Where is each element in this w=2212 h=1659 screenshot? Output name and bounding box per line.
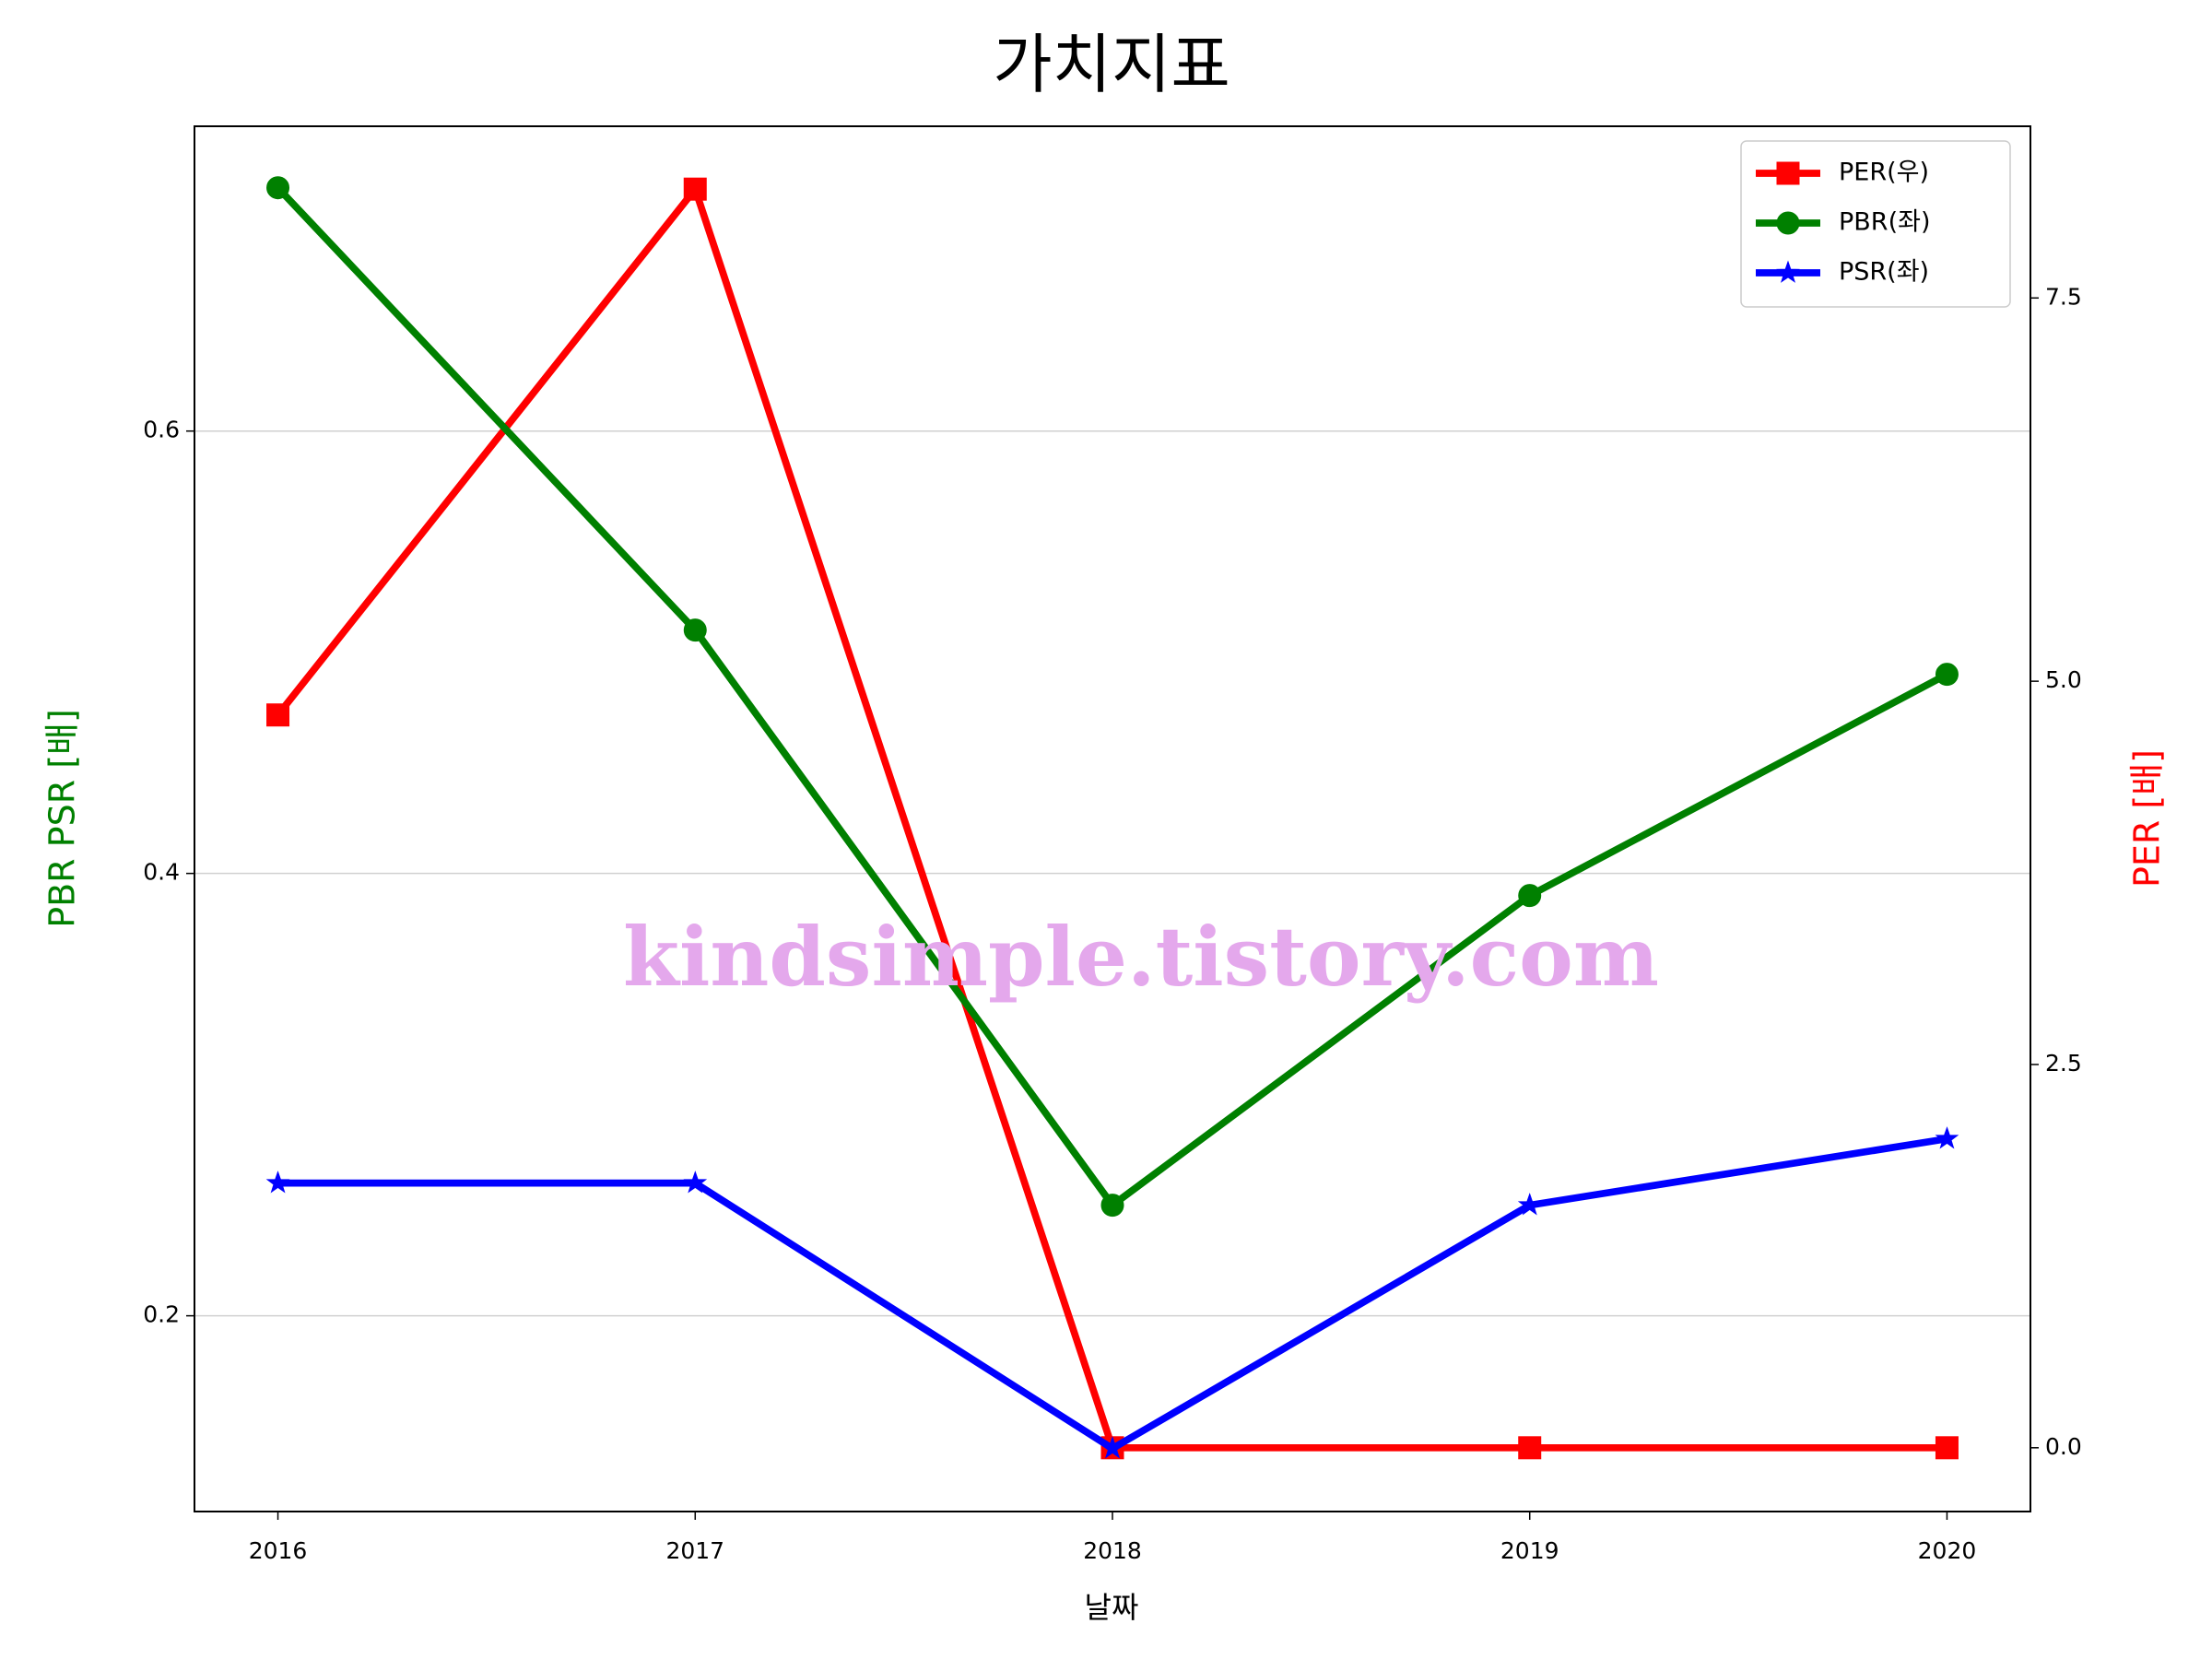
legend-label: PSR(좌) xyxy=(1839,258,1929,287)
watermark: kindsimple.tistory.com xyxy=(623,909,1659,1005)
x-tick-label: 2016 xyxy=(249,1537,308,1564)
marker xyxy=(1935,1436,1959,1460)
chart-title: 가치지표 xyxy=(993,27,1230,102)
series-line xyxy=(277,1135,1948,1453)
marker xyxy=(1776,260,1800,283)
x-tick-label: 2017 xyxy=(665,1537,724,1564)
legend-label: PER(우) xyxy=(1839,159,1929,187)
marker xyxy=(266,176,290,200)
marker xyxy=(1518,1436,1542,1460)
marker xyxy=(683,177,707,201)
marker xyxy=(1100,1436,1124,1459)
y-tick-label: 0.2 xyxy=(143,1301,180,1328)
y2-tick-label: 2.5 xyxy=(2045,1050,2082,1077)
y2-tick-label: 7.5 xyxy=(2045,283,2082,310)
y2-axis-label: PER [배] xyxy=(2127,749,2168,888)
marker xyxy=(1100,1194,1124,1218)
series-line xyxy=(275,185,1949,1209)
marker xyxy=(1517,1193,1542,1216)
legend-label: PBR(좌) xyxy=(1839,208,1930,237)
x-axis-label: 날짜 xyxy=(1085,1590,1139,1625)
marker xyxy=(265,1171,290,1194)
x-tick-label: 2018 xyxy=(1083,1537,1142,1564)
marker xyxy=(1935,1126,1959,1149)
marker xyxy=(1518,884,1542,908)
y2-tick-label: 0.0 xyxy=(2045,1433,2082,1460)
x-tick-label: 2020 xyxy=(1918,1537,1977,1564)
marker xyxy=(1776,211,1800,235)
axes-frame xyxy=(194,125,2031,1512)
marker xyxy=(1935,663,1959,687)
x-tick-label: 2019 xyxy=(1500,1537,1559,1564)
marker xyxy=(683,1171,708,1194)
y-axis-label: PBR PSR [배] xyxy=(42,709,83,928)
y2-tick-label: 5.0 xyxy=(2045,666,2082,693)
y-tick-label: 0.4 xyxy=(143,859,180,886)
marker xyxy=(266,703,290,727)
series-line xyxy=(275,185,1947,1452)
legend-box xyxy=(1740,140,2011,308)
y-tick-label: 0.6 xyxy=(143,417,180,443)
marker xyxy=(683,618,707,642)
marker xyxy=(1776,161,1800,185)
